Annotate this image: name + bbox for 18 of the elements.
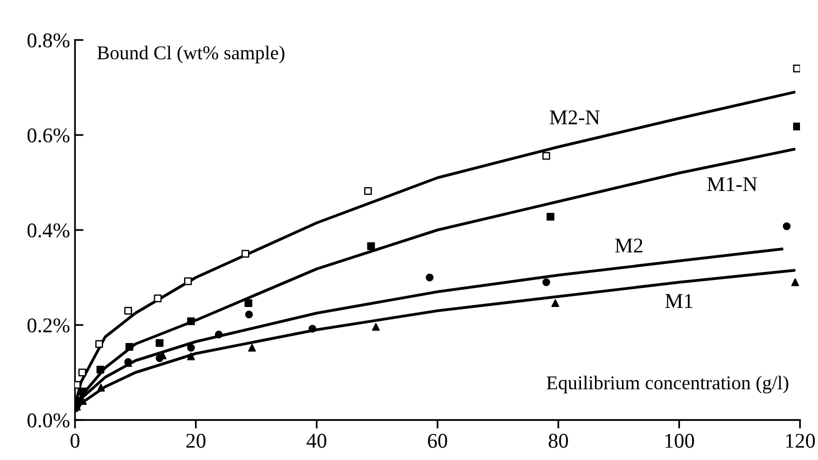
y-tick-label: 0.8% [28, 33, 70, 48]
x-tick-label: 40 [306, 434, 326, 448]
annotation: M1 [665, 294, 692, 308]
x-axis-title: Equilibrium concentration (g/l) [546, 376, 788, 394]
annotation: M1-N [707, 177, 758, 191]
y-tick-label: 0.0% [28, 413, 70, 428]
annotation: M2-N [550, 110, 600, 124]
x-tick-label: 60 [428, 434, 448, 448]
x-tick-label: 120 [786, 434, 815, 448]
y-tick-label: 0.4% [28, 223, 70, 238]
x-tick-label: 100 [665, 434, 694, 448]
x-tick-label: 0 [70, 434, 80, 448]
annotation: M2 [615, 238, 642, 252]
x-tick-label: 20 [186, 434, 206, 448]
x-tick-label: 80 [548, 434, 568, 448]
y-tick-label: 0.2% [28, 318, 70, 333]
y-tick-label: 0.6% [28, 128, 70, 143]
y-axis-title: Bound Cl (wt% sample) [97, 46, 284, 64]
